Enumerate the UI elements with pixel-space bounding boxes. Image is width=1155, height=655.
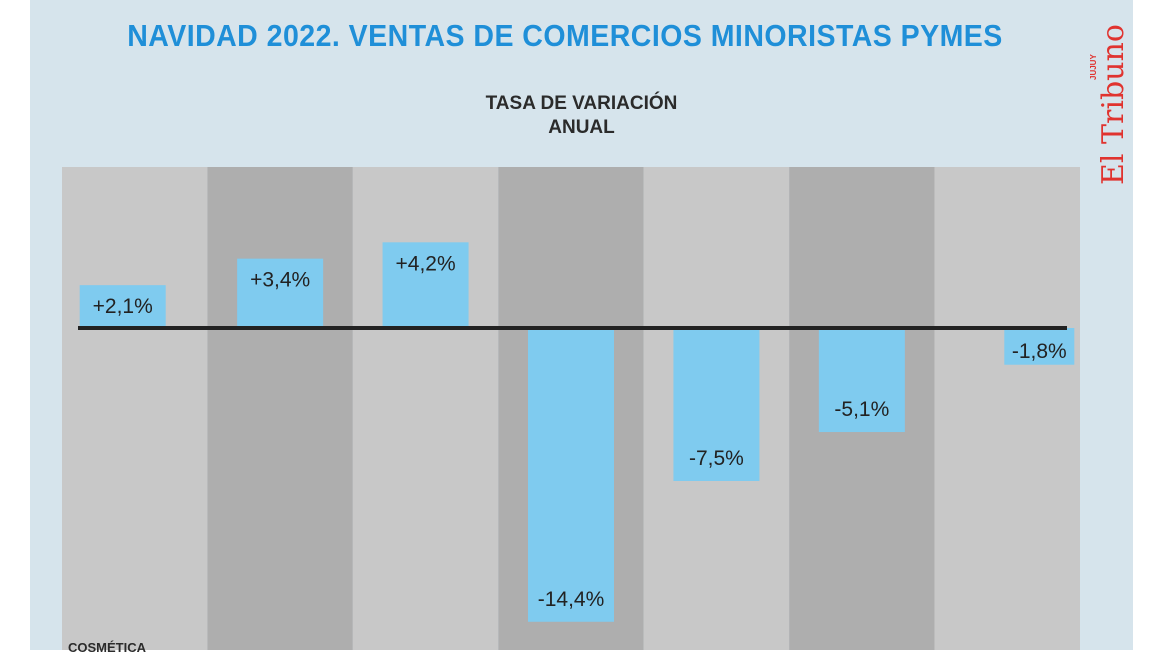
data-label: -1,8%	[1012, 340, 1067, 363]
column-band	[207, 167, 353, 650]
data-label: -14,4%	[538, 588, 605, 611]
chart-title: NAVIDAD 2022. VENTAS DE COMERCIOS MINORI…	[127, 18, 1003, 53]
column-band	[62, 167, 208, 650]
bar	[79, 285, 166, 328]
bar	[528, 328, 614, 622]
column-band	[352, 167, 499, 650]
column-band	[934, 167, 1080, 650]
el-tribuno-logo: El Tribuno JUJUY	[1090, 24, 1130, 185]
data-label: -7,5%	[689, 447, 744, 470]
bar	[237, 258, 324, 328]
bar	[673, 328, 760, 481]
logo-region: JUJUY	[1090, 54, 1098, 80]
bar	[382, 242, 469, 328]
logo-name: El Tribuno	[1096, 24, 1130, 185]
bar	[1004, 328, 1075, 365]
bar	[818, 328, 905, 433]
chart-subtitle: TASA DE VARIACIÓN ANUAL	[30, 92, 1133, 140]
data-label: +4,2%	[396, 252, 456, 275]
subtitle-line-1: TASA DE VARIACIÓN	[485, 93, 678, 114]
bars	[79, 242, 1075, 622]
data-label: -5,1%	[834, 398, 889, 421]
data-label: +3,4%	[250, 269, 310, 292]
data-label: +2,1%	[93, 295, 153, 318]
subtitle-line-2: ANUAL	[548, 117, 615, 138]
data-labels: +2,1% +3,4% +4,2% -14,4% -7,5% -5,1% -1,8%	[93, 252, 1067, 610]
category-label-cosmetica: COSMÉTICA	[68, 640, 146, 655]
